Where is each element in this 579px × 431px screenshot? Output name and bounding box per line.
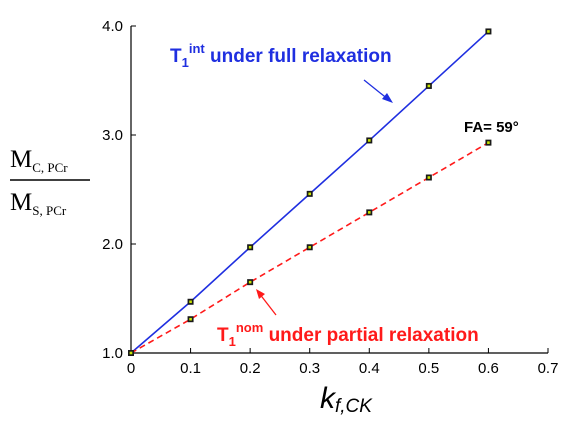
annotation-red: T1nom under partial relaxation	[217, 320, 479, 349]
y-label-numerator: MC, PCr	[10, 146, 68, 175]
data-point-2	[485, 139, 492, 146]
data-point-2	[425, 174, 432, 181]
y-tick-label: 1.0	[102, 345, 123, 362]
data-point-1	[366, 137, 373, 144]
annotation-blue-arrow	[363, 79, 393, 103]
data-point-2	[128, 350, 134, 356]
data-point-2	[366, 209, 373, 216]
plot-frame	[130, 26, 548, 354]
data-point-1	[485, 28, 492, 35]
y-tick-label: 3.0	[102, 127, 123, 144]
x-tick-label: 0.4	[359, 360, 380, 377]
x-tick-label: 0.3	[299, 360, 320, 377]
x-tick-label: 0.2	[240, 360, 261, 377]
annotation-blue: T1int under full relaxation	[170, 41, 392, 70]
data-point-2	[247, 279, 254, 286]
data-point-1	[247, 244, 254, 251]
data-point-2	[187, 316, 194, 323]
y-tick-label: 2.0	[102, 236, 123, 253]
x-tick-label: 0.1	[180, 360, 201, 377]
data-point-1	[187, 298, 194, 305]
marker-layer	[128, 28, 492, 356]
data-point-1	[425, 82, 432, 89]
y-axis-label: MC, PCr MS, PCr	[10, 146, 90, 218]
x-tick-label: 0.6	[478, 360, 499, 377]
x-ticks: 0 0.1 0.2 0.3 0.4 0.5 0.6 0.7	[127, 348, 559, 377]
x-tick-label: 0	[127, 360, 135, 377]
flip-angle-label: FA= 59°	[464, 119, 519, 136]
y-label-denominator: MS, PCr	[10, 189, 67, 218]
x-tick-label: 0.7	[538, 360, 559, 377]
y-ticks: 1.0 2.0 3.0 4.0	[102, 18, 136, 362]
y-tick-label: 4.0	[102, 18, 123, 35]
data-point-2	[306, 244, 313, 251]
annotation-red-arrow	[256, 289, 277, 316]
x-tick-label: 0.5	[418, 360, 439, 377]
x-axis-label: kf,CK	[320, 382, 373, 417]
data-point-1	[306, 190, 313, 197]
